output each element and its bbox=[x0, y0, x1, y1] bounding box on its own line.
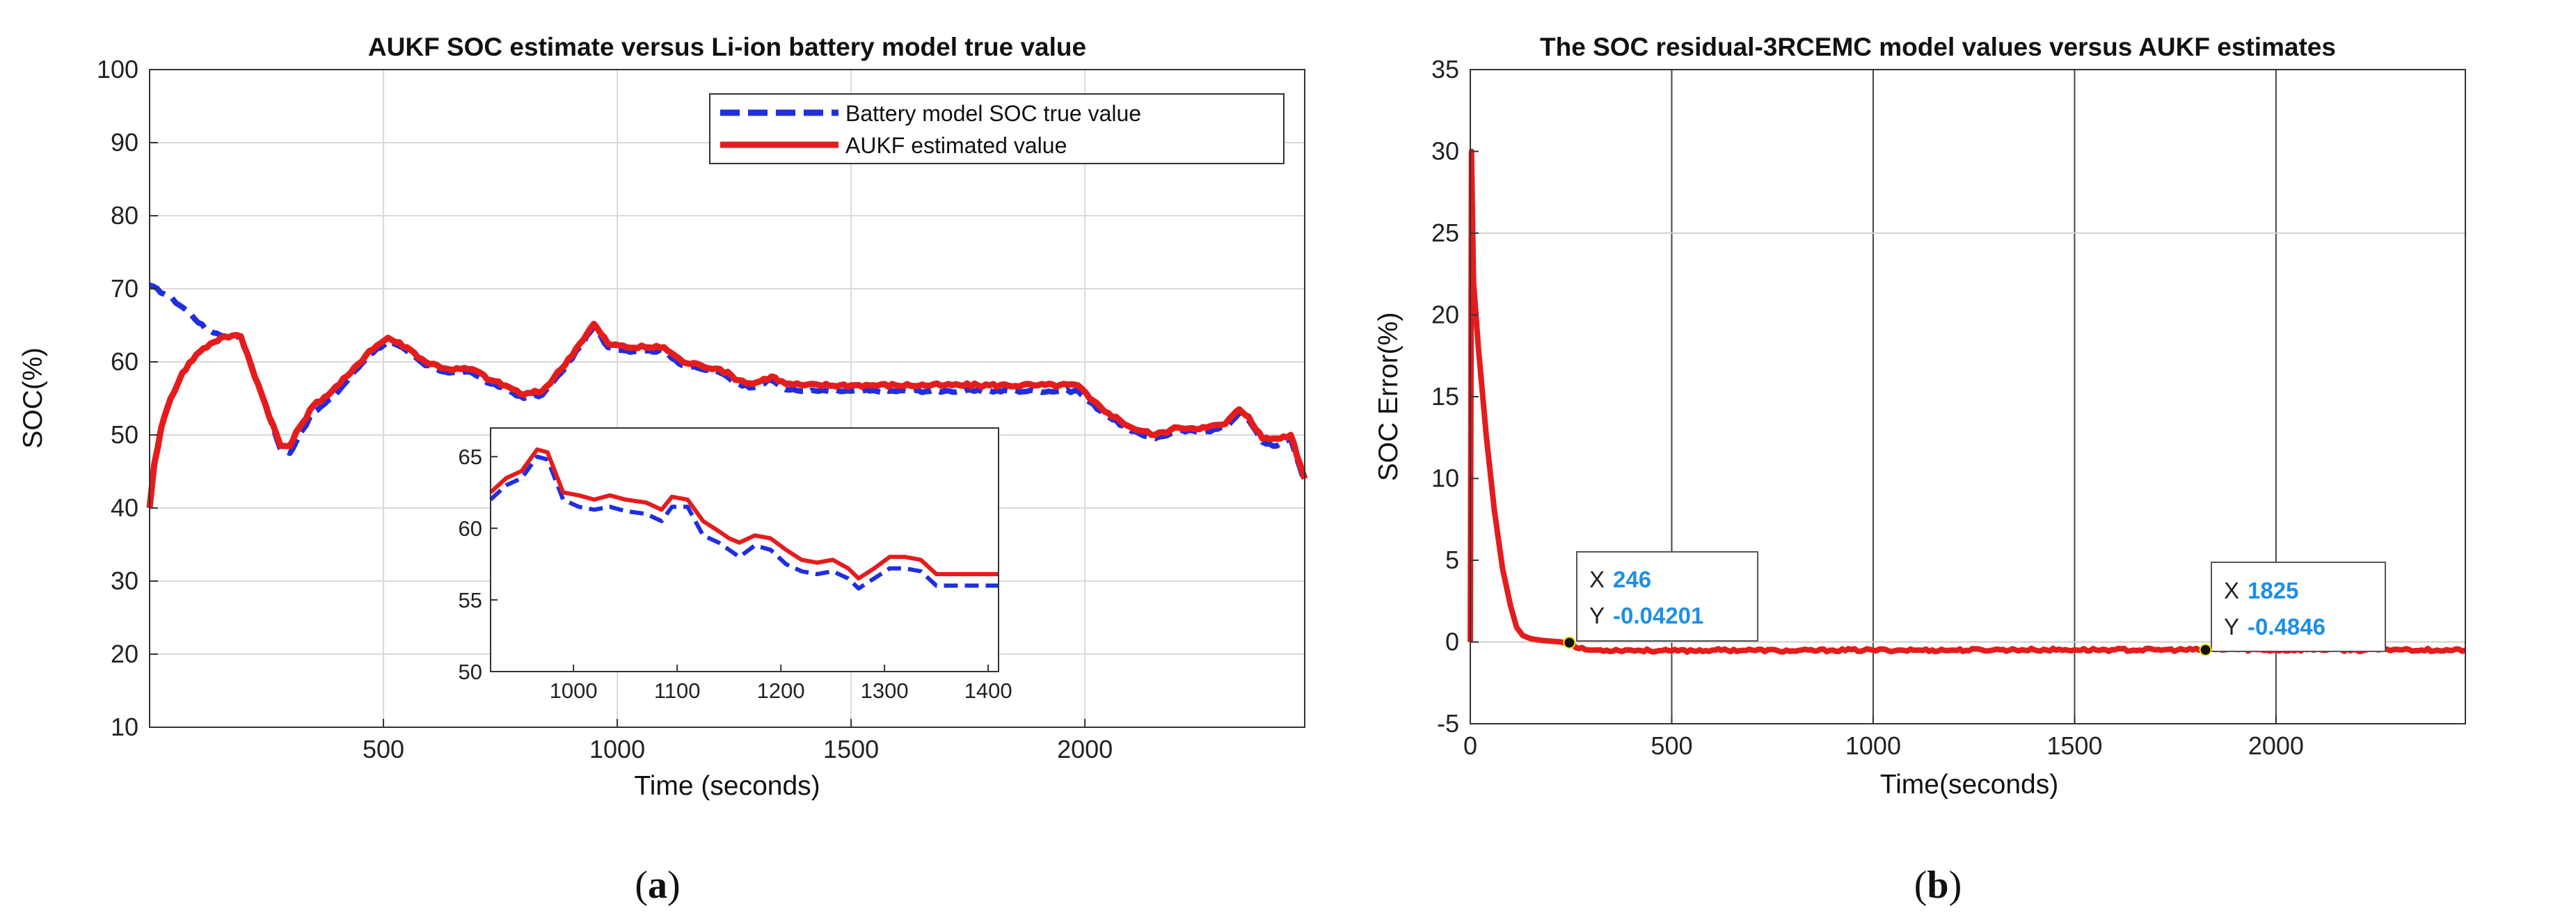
inset-ytick-label: 65 bbox=[459, 445, 482, 469]
chart-b-ytick-label: 15 bbox=[1431, 382, 1459, 411]
legend-label-aukf: AUKF estimated value bbox=[845, 133, 1067, 158]
chart-a-ytick-label: 50 bbox=[111, 420, 138, 449]
chart-a-title: AUKF SOC estimate versus Li-ion battery … bbox=[368, 33, 1086, 61]
inset-xtick-label: 1300 bbox=[861, 679, 909, 703]
chart-b-ytick-label: 30 bbox=[1431, 137, 1459, 166]
datatip-1-y: Y -0.04201 bbox=[1589, 603, 1703, 628]
chart-a-ytick-label: 40 bbox=[111, 493, 138, 522]
chart-a-xtick-label: 500 bbox=[363, 735, 404, 763]
chart-a-ylabel: SOC(%) bbox=[18, 347, 48, 448]
chart-a-ytick-label: 80 bbox=[111, 201, 138, 230]
chart-b-ylabel: SOC Error(%) bbox=[1374, 312, 1404, 482]
chart-a-ticks: 500 1000 1500 2000 10 20 30 40 50 60 70 80 90 100 bbox=[97, 55, 1113, 763]
datatip-1[interactable]: X 246 Y -0.04201 bbox=[1563, 551, 1758, 649]
chart-b-xtick-label: 0 bbox=[1463, 731, 1477, 760]
chart-a-ytick-label: 20 bbox=[111, 640, 138, 668]
chart-a-ytick-label: 60 bbox=[111, 347, 138, 376]
datatip-2-y: Y -0.4846 bbox=[2224, 614, 2325, 640]
panel-label-b: (b) bbox=[1914, 864, 1962, 907]
inset-ytick-label: 60 bbox=[459, 516, 482, 541]
legend-label-true: Battery model SOC true value bbox=[845, 101, 1141, 126]
chart-b-ytick-label: 25 bbox=[1431, 219, 1459, 247]
chart-b-xtick-label: 500 bbox=[1651, 731, 1692, 760]
datatip-1-box bbox=[1576, 551, 1758, 642]
series-line-aukf-estimate bbox=[146, 320, 1308, 509]
chart-a-legend-box bbox=[709, 93, 1285, 164]
chart-a: AUKF SOC estimate versus Li-ion battery … bbox=[18, 33, 1308, 907]
chart-a-grid bbox=[150, 70, 1305, 727]
chart-a-ytick-label: 70 bbox=[111, 274, 138, 303]
datatip-2-x: X 1825 bbox=[2224, 578, 2298, 603]
inset-ticks: 1000 1100 1200 1300 1400 50 55 60 65 bbox=[459, 445, 1012, 703]
chart-b: The SOC residual-3RCEMC model values ver… bbox=[1374, 33, 2467, 907]
datatip-2-marker bbox=[2199, 643, 2212, 656]
panel-label-a: (a) bbox=[635, 864, 680, 907]
inset-ytick-label: 55 bbox=[459, 588, 482, 612]
inset-xtick-label: 1200 bbox=[757, 679, 805, 703]
datatip-1-marker bbox=[1563, 636, 1576, 649]
inset-xtick-label: 1400 bbox=[964, 679, 1012, 703]
chart-b-ytick-label: 0 bbox=[1445, 628, 1459, 656]
chart-b-xlabel: Time(seconds) bbox=[1880, 770, 2058, 800]
chart-b-ytick-label: -5 bbox=[1437, 709, 1459, 738]
chart-b-ytick-label: 10 bbox=[1431, 464, 1459, 493]
inset-ytick-label: 50 bbox=[459, 660, 482, 684]
datatip-1-x: X 246 bbox=[1589, 566, 1651, 592]
inset-series bbox=[488, 447, 999, 591]
inset-line-true-value bbox=[488, 454, 999, 591]
datatip-2[interactable]: X 1825 Y -0.4846 bbox=[2199, 562, 2386, 656]
chart-a-frame bbox=[149, 69, 1305, 728]
chart-b-ytick-label: 35 bbox=[1431, 55, 1459, 84]
chart-a-ytick-label: 90 bbox=[111, 128, 138, 157]
chart-a-xtick-label: 1500 bbox=[823, 735, 879, 763]
chart-a-series bbox=[146, 282, 1308, 509]
chart-b-xtick-label: 2000 bbox=[2248, 731, 2304, 760]
chart-a-xlabel: Time (seconds) bbox=[634, 771, 820, 801]
inset-plot-area bbox=[491, 428, 999, 672]
chart-b-title: The SOC residual-3RCEMC model values ver… bbox=[1540, 33, 2336, 61]
chart-b-ytick-label: 5 bbox=[1445, 546, 1459, 574]
chart-a-inset: 1000 1100 1200 1300 1400 50 55 60 65 bbox=[459, 427, 1012, 703]
chart-a-xtick-label: 2000 bbox=[1057, 735, 1113, 763]
inset-frame bbox=[490, 427, 999, 672]
inset-xtick-label: 1000 bbox=[550, 679, 598, 703]
chart-b-xtick-label: 1500 bbox=[2046, 731, 2102, 760]
inset-xtick-label: 1100 bbox=[654, 679, 701, 703]
chart-b-ytick-label: 20 bbox=[1431, 301, 1459, 329]
datatip-2-box bbox=[2211, 562, 2386, 652]
chart-b-xtick-label: 1000 bbox=[1845, 731, 1901, 760]
chart-a-ytick-label: 10 bbox=[111, 713, 138, 741]
chart-a-legend: Battery model SOC true value AUKF estima… bbox=[709, 93, 1285, 164]
chart-a-xtick-label: 1000 bbox=[589, 735, 645, 763]
chart-a-ytick-label: 100 bbox=[97, 55, 138, 84]
chart-a-ytick-label: 30 bbox=[111, 566, 138, 595]
inset-line-aukf-estimate bbox=[488, 447, 999, 581]
